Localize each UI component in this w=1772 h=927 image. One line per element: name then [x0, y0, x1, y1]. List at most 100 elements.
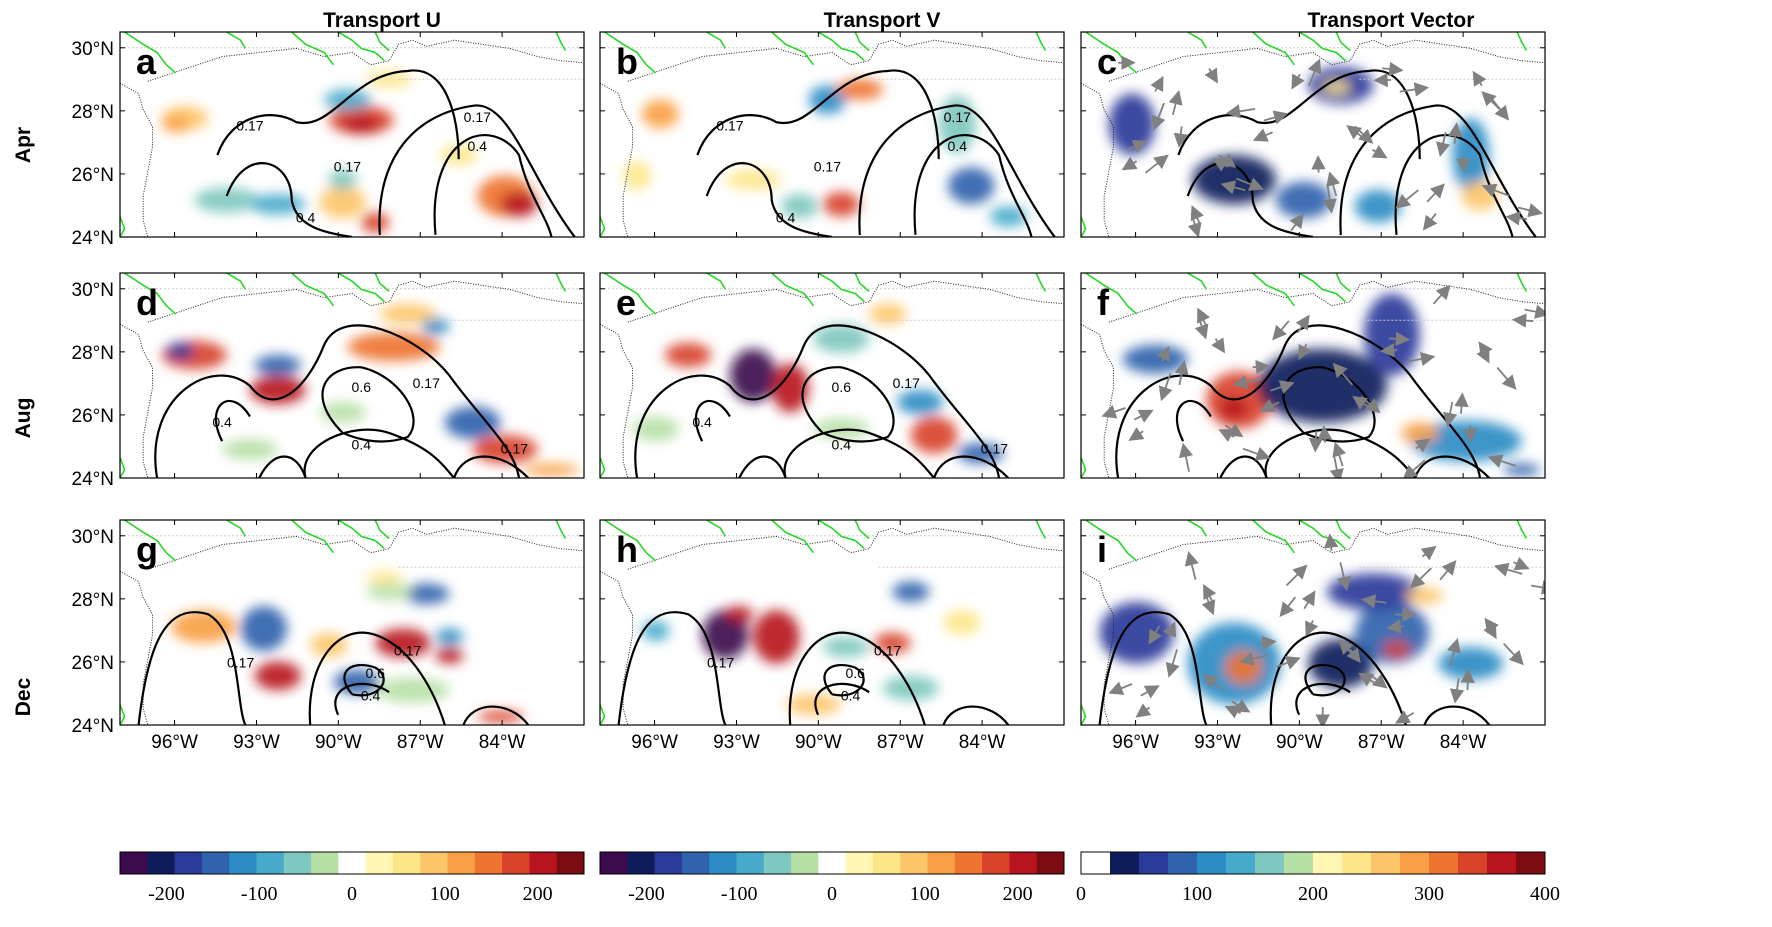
map-panel-e: 0.17 0.4 0.6 0.4 0.17 e: [599, 272, 1065, 479]
transport-arrow: [1449, 678, 1465, 704]
vector-layer: [1101, 284, 1545, 478]
row-label-apr: Apr: [12, 127, 35, 163]
transport-arrow: [1298, 343, 1312, 361]
colorbar-swatch: [872, 852, 901, 874]
contour-label: 0.4: [212, 414, 232, 430]
contour-layer: 0.17 0.6 0.4 0.17: [617, 611, 1010, 725]
transport-arrow: [1324, 533, 1339, 551]
transport-arrow: [1443, 401, 1458, 428]
transport-arrow: [1108, 681, 1133, 695]
y-tick-label: 30°N: [72, 39, 114, 60]
contour-label: 0.4: [948, 138, 968, 154]
colorbar-swatch: [954, 852, 983, 874]
contour-label: 0.17: [227, 655, 254, 671]
river-line: [337, 273, 386, 303]
transport-arrow: [1135, 703, 1152, 718]
river-line: [1081, 704, 1087, 725]
colorbar-tick-label: 300: [1414, 883, 1444, 905]
river-line: [1187, 520, 1207, 537]
x-tick-label: 96°W: [1112, 732, 1159, 753]
colorbar-swatch: [420, 852, 449, 874]
transport-arrow: [1371, 145, 1388, 159]
ssh-contour: [1219, 455, 1268, 478]
transport-arrow: [1483, 619, 1497, 640]
field-patch: [523, 463, 580, 476]
x-tick-label: 93°W: [233, 732, 280, 753]
contour-label: 0.6: [845, 665, 865, 681]
transport-arrow: [1462, 425, 1478, 444]
colorbar-swatch: [283, 852, 312, 874]
field-patch: [365, 70, 413, 88]
transport-arrow: [1259, 635, 1277, 651]
colorbar-tick-label: 100: [1182, 883, 1212, 905]
transport-arrow: [1307, 58, 1322, 87]
transport-arrow: [1270, 380, 1295, 394]
colorbar-swatch: [1516, 852, 1546, 874]
river-line: [1335, 520, 1351, 540]
contour-layer: 0.17 0.6 0.4 0.17: [137, 611, 530, 725]
contour-label: 0.17: [874, 642, 901, 658]
field-patch: [319, 185, 366, 219]
river-line: [337, 520, 386, 550]
y-tick-label: 30°N: [72, 280, 114, 301]
colorbar-swatch: [709, 852, 737, 874]
river-line: [706, 520, 726, 537]
transport-arrow: [1165, 649, 1180, 678]
contour-layer: 0.17 0.4 0.17 0.17 0.4: [216, 69, 576, 237]
field-patch: [729, 348, 777, 403]
ssh-contour: [378, 104, 576, 237]
colorbar-swatch: [256, 852, 285, 874]
transport-arrow: [1308, 431, 1324, 453]
transport-arrow: [1276, 656, 1301, 670]
colorbar-swatch: [791, 852, 819, 874]
x-tick-label: 84°W: [479, 732, 526, 753]
river-line: [120, 457, 126, 478]
colorbar-swatch: [681, 852, 710, 874]
transport-arrow: [1156, 345, 1170, 362]
panel-letter: i: [1097, 529, 1107, 570]
transport-arrow: [1388, 331, 1411, 347]
transport-arrow: [1496, 366, 1517, 390]
field-patch: [892, 581, 930, 602]
river-line: [226, 520, 246, 537]
colorbar-swatch: [392, 852, 421, 874]
transport-arrow: [1420, 545, 1437, 561]
ssh-contour: [814, 682, 870, 716]
colorbar-tick-label: 0: [1076, 883, 1086, 905]
river-line: [555, 520, 567, 539]
transport-arrow: [1448, 122, 1463, 144]
transport-arrow: [1158, 372, 1173, 402]
transport-arrow: [1332, 362, 1354, 386]
ssh-contour: [801, 366, 895, 443]
colorbar-swatch: [1284, 852, 1314, 874]
transport-arrow: [1259, 398, 1280, 412]
map-frame: [119, 31, 585, 238]
transport-arrow: [1225, 104, 1256, 119]
colorbar-tick-label: -100: [241, 883, 278, 905]
transport-arrow: [1367, 671, 1388, 689]
x-tick-label: 90°W: [795, 732, 842, 753]
transport-arrow: [1422, 212, 1438, 231]
y-tick-label: 26°N: [72, 406, 114, 427]
colorbar-swatch: [818, 852, 847, 874]
field-patch: [813, 324, 870, 353]
transport-arrow: [1187, 212, 1202, 237]
field-patch: [1224, 651, 1262, 684]
transport-arrow: [1487, 454, 1517, 468]
colorbar-swatch: [1009, 852, 1038, 874]
x-tick-label: 90°W: [315, 732, 362, 753]
map-frame: [119, 519, 585, 726]
contour-layer: 0.17 0.4 0.6 0.4 0.17: [154, 324, 530, 478]
colorbar-tick-label: -100: [721, 883, 758, 905]
y-tick-label: 26°N: [72, 165, 114, 186]
coastline: [600, 527, 1064, 725]
transport-arrow: [1239, 651, 1269, 666]
colorbar-tick-label: 400: [1530, 883, 1560, 905]
ssh-contour: [634, 324, 1001, 478]
field-patch: [641, 99, 679, 129]
colorbar-1: -200 -100 0 100 200: [119, 851, 585, 905]
contour-label: 0.17: [501, 440, 528, 456]
ssh-contour: [1115, 324, 1482, 478]
field-patch: [342, 116, 380, 133]
field-patch: [222, 439, 278, 460]
